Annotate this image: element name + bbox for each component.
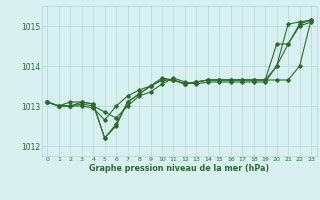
X-axis label: Graphe pression niveau de la mer (hPa): Graphe pression niveau de la mer (hPa) <box>89 164 269 173</box>
